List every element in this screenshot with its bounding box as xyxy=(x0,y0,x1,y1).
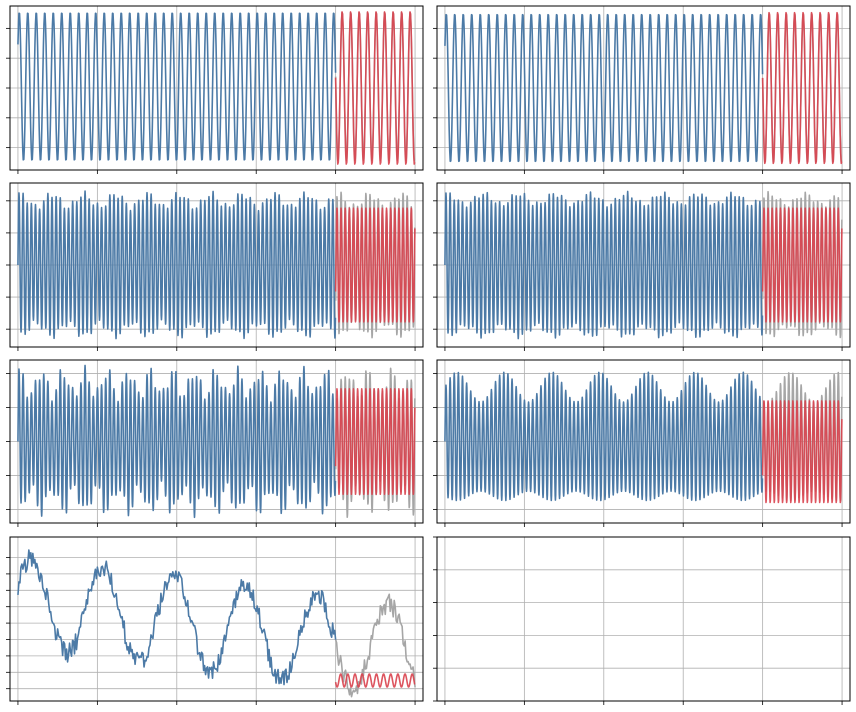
forecast-series-line xyxy=(334,207,416,323)
forecast-series-line xyxy=(761,11,843,165)
history-series-line xyxy=(444,371,764,502)
history-series-line xyxy=(17,12,337,161)
forecast-series-line xyxy=(334,387,416,496)
axes-frame xyxy=(9,536,424,702)
axes-frame xyxy=(436,182,851,348)
chart-panel-7 xyxy=(6,536,424,705)
axes-frame xyxy=(436,536,851,702)
chart-panel-4 xyxy=(433,182,851,351)
axes-frame xyxy=(9,359,424,524)
history-series-line xyxy=(17,190,337,340)
history-series-line xyxy=(444,13,764,163)
history-series-line xyxy=(17,549,337,686)
forecast-series-line xyxy=(761,207,843,323)
history-series-line xyxy=(17,364,337,519)
chart-panel-5 xyxy=(6,359,424,527)
chart-panel-2 xyxy=(433,5,851,174)
axes-frame xyxy=(436,359,851,524)
forecast-series-line xyxy=(334,11,416,165)
actual-series-line xyxy=(334,593,416,698)
chart-panel-6 xyxy=(433,359,851,527)
axes-frame xyxy=(9,182,424,348)
chart-panel-1 xyxy=(6,5,424,174)
forecast-series-line xyxy=(761,400,843,504)
chart-panel-3 xyxy=(6,182,424,351)
axes-frame xyxy=(436,5,851,171)
forecast-series-line xyxy=(334,673,416,688)
axes-frame xyxy=(9,5,424,171)
chart-panel-8 xyxy=(433,536,851,705)
history-series-line xyxy=(444,190,764,340)
